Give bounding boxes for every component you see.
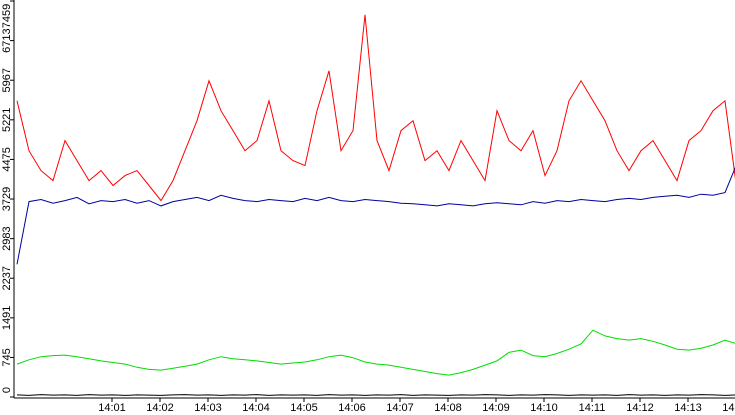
y-tick-label: 0 xyxy=(1,387,13,393)
y-tick-label: 2237 xyxy=(1,266,13,290)
y-tick-label: 745 xyxy=(1,348,13,366)
x-tick-label: 14:06 xyxy=(338,402,366,414)
series-line xyxy=(16,329,735,376)
series-line xyxy=(16,394,735,396)
x-tick-label: 14:04 xyxy=(242,402,270,414)
series-line xyxy=(16,166,735,265)
x-tick-label: 14:11 xyxy=(579,402,606,414)
x-tick-label: 14:13 xyxy=(674,402,702,414)
y-tick-label: 4475 xyxy=(1,147,13,171)
y-tick-label: 6713 xyxy=(1,28,13,52)
y-tick-label: 5967 xyxy=(1,68,13,92)
y-tick-label: 5221 xyxy=(1,108,13,132)
x-tick-label: 14:14 xyxy=(722,402,735,414)
y-tick-label: 7459 xyxy=(1,4,13,28)
x-tick-label: 14:09 xyxy=(482,402,510,414)
x-tick-label: 14:10 xyxy=(530,402,558,414)
x-tick-label: 14:03 xyxy=(194,402,222,414)
x-tick-label: 14:02 xyxy=(146,402,174,414)
x-tick-label: 14:08 xyxy=(434,402,462,414)
x-tick-label: 14:07 xyxy=(386,402,414,414)
x-tick-label: 14:05 xyxy=(290,402,318,414)
y-tick-label: 1491 xyxy=(1,306,13,330)
x-tick-label: 14:12 xyxy=(626,402,654,414)
y-tick-label: 2983 xyxy=(1,226,13,250)
y-tick-label: 3729 xyxy=(1,187,13,211)
x-tick-label: 14:01 xyxy=(98,402,126,414)
series-line xyxy=(16,14,735,202)
